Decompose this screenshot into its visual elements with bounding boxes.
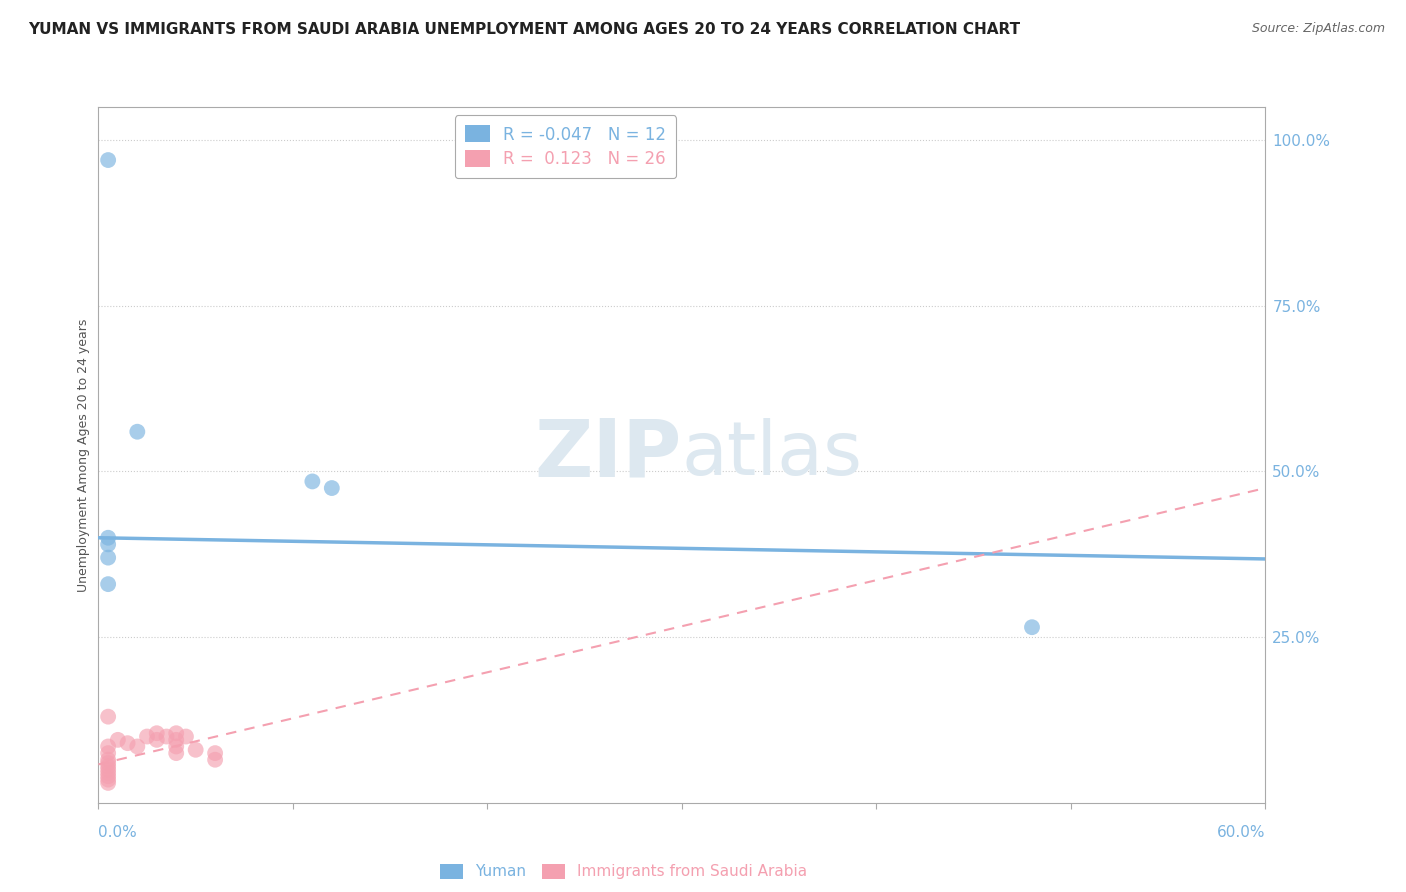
Point — [165, 746, 187, 760]
Point — [97, 776, 120, 790]
Text: 0.0%: 0.0% — [98, 825, 138, 840]
Point — [97, 550, 120, 565]
Point — [97, 772, 120, 787]
Point — [127, 425, 149, 439]
Point — [97, 531, 120, 545]
Point — [97, 577, 120, 591]
Point — [97, 756, 120, 770]
Point — [146, 726, 169, 740]
Point — [136, 730, 159, 744]
Point — [301, 475, 323, 489]
Text: YUMAN VS IMMIGRANTS FROM SAUDI ARABIA UNEMPLOYMENT AMONG AGES 20 TO 24 YEARS COR: YUMAN VS IMMIGRANTS FROM SAUDI ARABIA UN… — [28, 22, 1021, 37]
Point — [204, 746, 226, 760]
Point — [321, 481, 343, 495]
Point — [165, 739, 187, 754]
Point — [127, 739, 149, 754]
Point — [97, 746, 120, 760]
Point — [204, 753, 226, 767]
Point — [97, 763, 120, 777]
Point — [97, 739, 120, 754]
Point — [97, 537, 120, 551]
Point — [184, 743, 207, 757]
Text: ZIP: ZIP — [534, 416, 682, 494]
Point — [165, 732, 187, 747]
Point — [165, 726, 187, 740]
Y-axis label: Unemployment Among Ages 20 to 24 years: Unemployment Among Ages 20 to 24 years — [77, 318, 90, 591]
Point — [97, 709, 120, 723]
Point — [97, 766, 120, 780]
Point — [97, 753, 120, 767]
Point — [97, 759, 120, 773]
Point — [117, 736, 139, 750]
Text: 60.0%: 60.0% — [1218, 825, 1265, 840]
Point — [107, 732, 129, 747]
Legend: Yuman, Immigrants from Saudi Arabia: Yuman, Immigrants from Saudi Arabia — [434, 857, 813, 886]
Point — [174, 730, 197, 744]
Point — [97, 769, 120, 783]
Point — [155, 730, 177, 744]
Text: Source: ZipAtlas.com: Source: ZipAtlas.com — [1251, 22, 1385, 36]
Text: atlas: atlas — [682, 418, 863, 491]
Point — [97, 153, 120, 167]
Point — [146, 732, 169, 747]
Point — [1021, 620, 1043, 634]
